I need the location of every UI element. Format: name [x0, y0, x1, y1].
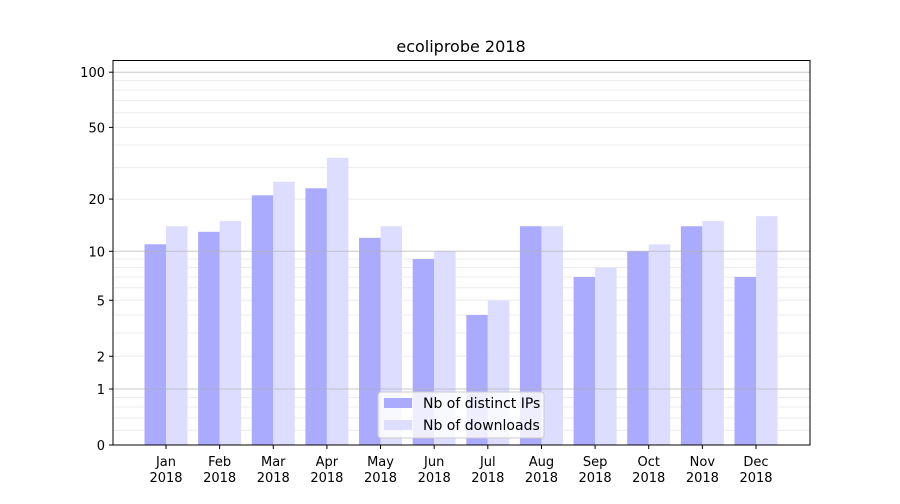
x-tick-label: 2018: [471, 471, 504, 486]
bar-ips: [359, 237, 381, 445]
x-tick-label: Apr: [316, 455, 339, 470]
x-tick-label: 2018: [686, 471, 719, 486]
x-tick-label: Feb: [208, 455, 231, 470]
chart-title: ecoliprobe 2018: [396, 37, 525, 56]
x-tick-label: 2018: [632, 471, 665, 486]
y-tick-label: 100: [80, 66, 105, 81]
bar-downloads: [702, 221, 724, 445]
bar-downloads: [166, 226, 188, 445]
bar-downloads: [380, 226, 403, 445]
bar-downloads: [648, 244, 671, 445]
x-axis: Jan2018Feb2018Mar2018Apr2018May2018Jun20…: [149, 445, 773, 486]
x-tick-label: 2018: [149, 471, 182, 486]
bars: [144, 157, 778, 446]
bar-downloads: [541, 226, 563, 445]
x-tick-label: 2018: [310, 471, 343, 486]
x-tick-label: Aug: [529, 455, 554, 470]
y-axis: 0 1 2 5 10 20 50 100: [80, 66, 113, 454]
legend-label-downloads: Nb of downloads: [423, 418, 540, 434]
bar-ips: [251, 195, 274, 445]
bar-ips: [144, 244, 166, 445]
x-tick-label: May: [367, 455, 394, 470]
y-tick-label: 5: [97, 294, 105, 309]
x-tick-label: 2018: [525, 471, 558, 486]
legend: Nb of distinct IPs Nb of downloads: [377, 391, 545, 439]
bar-downloads: [595, 267, 617, 445]
x-tick-label: 2018: [203, 471, 236, 486]
bar-ips: [734, 277, 756, 445]
x-tick-label: Dec: [743, 455, 768, 470]
y-tick-label: 2: [97, 350, 105, 365]
x-tick-label: 2018: [579, 471, 612, 486]
x-tick-label: 2018: [739, 471, 772, 486]
x-tick-label: Jun: [423, 455, 444, 470]
x-tick-label: 2018: [418, 471, 451, 486]
bar-ips: [627, 251, 649, 445]
plot-frame: [112, 60, 811, 446]
bar-ips: [573, 277, 596, 445]
bar-ips: [680, 226, 703, 445]
x-tick-label: Nov: [690, 455, 716, 470]
y-tick-label: 1: [97, 383, 105, 398]
y-tick-label: 50: [88, 121, 105, 136]
legend-swatch-downloads: [384, 420, 412, 430]
x-tick-label: Jul: [479, 455, 496, 470]
bar-ips: [519, 226, 542, 445]
bar-ips: [198, 231, 220, 445]
x-tick-label: Jan: [155, 455, 176, 470]
bar-ips: [305, 188, 327, 446]
y-tick-label: 20: [88, 193, 105, 208]
bar-downloads: [756, 216, 778, 445]
x-tick-label: Sep: [583, 455, 608, 470]
legend-label-ips: Nb of distinct IPs: [423, 396, 540, 412]
y-tick-label: 0: [97, 439, 105, 454]
x-tick-label: 2018: [364, 471, 397, 486]
x-tick-label: Mar: [261, 455, 286, 470]
bar-downloads: [273, 181, 295, 446]
legend-swatch-ips: [384, 398, 412, 408]
legend-box: [377, 391, 545, 439]
y-tick-label: 10: [88, 245, 105, 260]
x-tick-label: 2018: [257, 471, 290, 486]
bar-downloads: [326, 157, 349, 445]
bar-downloads: [219, 221, 242, 445]
x-tick-label: Oct: [637, 455, 659, 470]
major-grid: [113, 71, 810, 390]
